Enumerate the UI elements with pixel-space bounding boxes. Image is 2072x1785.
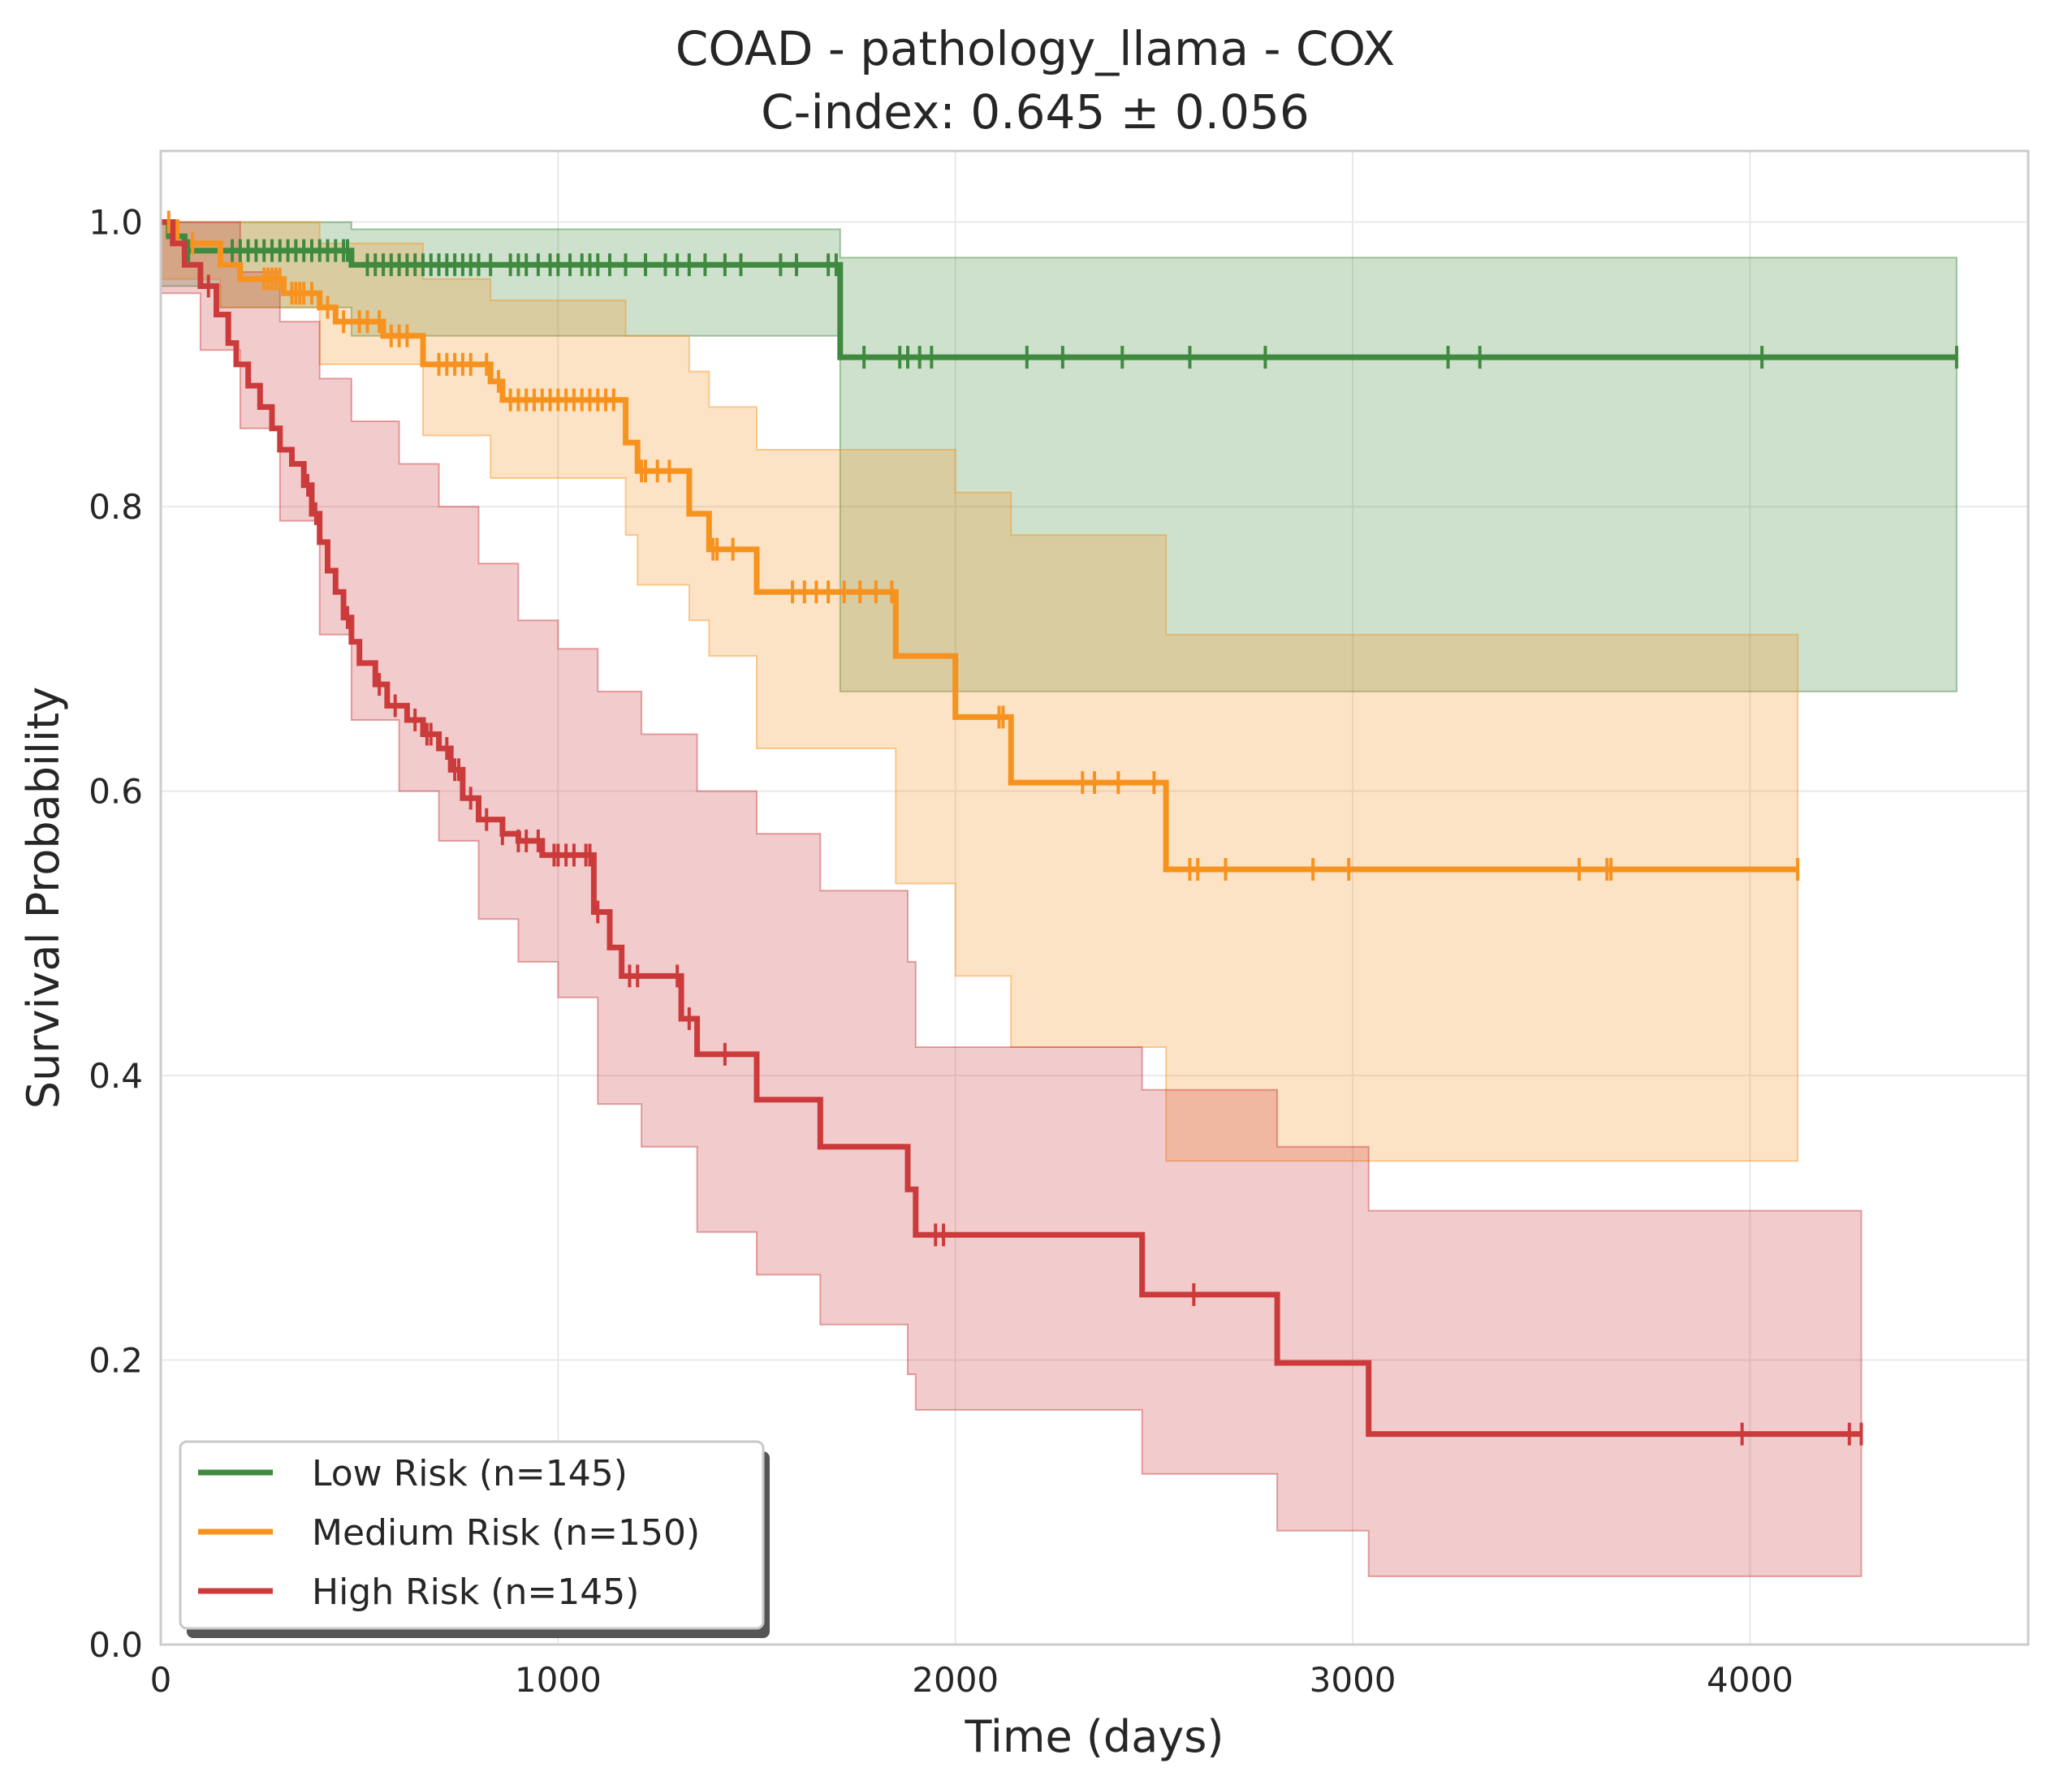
- x-tick-label: 3000: [1310, 1660, 1396, 1700]
- plot-frame: [159, 149, 2030, 1646]
- legend-label-medium-risk: Medium Risk (n=150): [312, 1512, 700, 1554]
- legend: Low Risk (n=145) Medium Risk (n=150) Hig…: [179, 1440, 770, 1638]
- confidence-bands: [160, 221, 1958, 1577]
- x-tick-label: 4000: [1707, 1660, 1794, 1700]
- y-tick-label: 0.4: [88, 1056, 143, 1096]
- y-tick-label: 0.8: [88, 487, 143, 527]
- y-tick-label: 0.0: [88, 1625, 143, 1665]
- survival-line-high-risk: [161, 219, 1862, 1438]
- legend-box: [179, 1440, 765, 1630]
- legend-label-low-risk: Low Risk (n=145): [312, 1453, 628, 1494]
- y-tick-label: 0.2: [88, 1341, 143, 1381]
- y-tick-labels: 0.0 0.2 0.4 0.6 0.8 1.0: [88, 203, 143, 1665]
- legend-label-high-risk: High Risk (n=145): [312, 1572, 639, 1613]
- survival-line-medium-risk: [161, 219, 1798, 873]
- x-axis-label: Time (days): [965, 1711, 1224, 1762]
- x-tick-label: 0: [150, 1660, 172, 1700]
- x-tick-label: 2000: [912, 1660, 999, 1700]
- x-tick-labels: 0 1000 2000 3000 4000: [150, 1660, 1794, 1700]
- chart-title: COAD - pathology_llama - COX: [676, 21, 1395, 76]
- ci-band-high-risk: [160, 221, 1863, 1577]
- y-tick-label: 1.0: [88, 203, 143, 243]
- censor-marks: [166, 210, 1958, 1446]
- ci-band-medium-risk: [160, 221, 1799, 1162]
- y-axis-label: Survival Probability: [18, 687, 69, 1109]
- chart-subtitle: C-index: 0.645 ± 0.056: [761, 84, 1310, 140]
- y-tick-label: 0.6: [88, 772, 143, 812]
- ci-band-low-risk: [160, 221, 1958, 692]
- x-tick-label: 1000: [515, 1660, 602, 1700]
